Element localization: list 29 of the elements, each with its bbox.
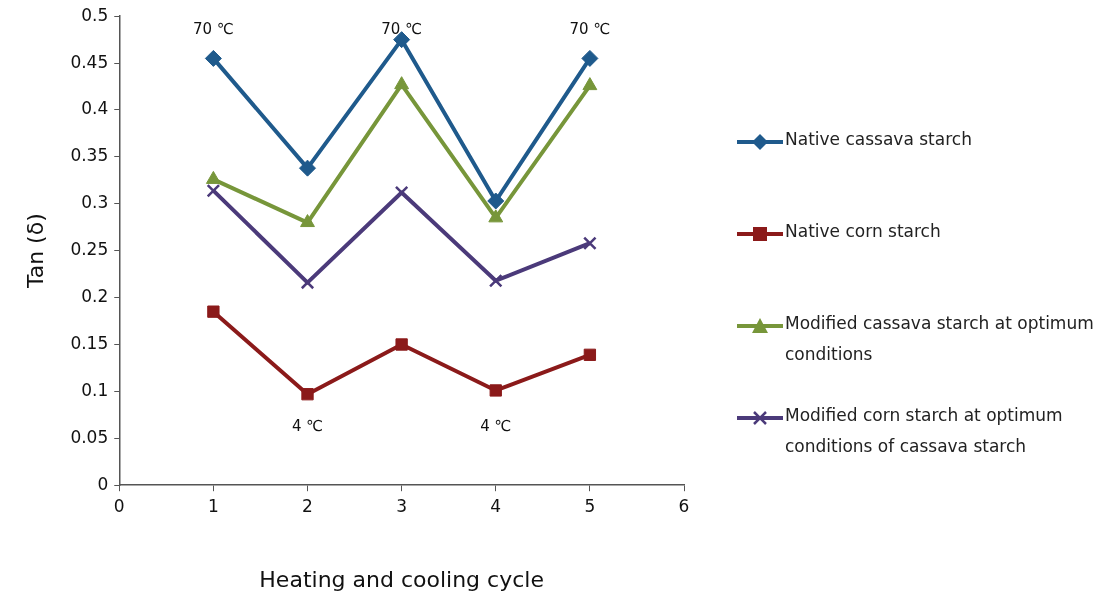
y-tick-label: 0.2 [81, 286, 109, 307]
y-tick-label: 0.05 [70, 426, 109, 447]
x-tick-label: 2 [302, 495, 313, 516]
y-tick-label: 0.5 [81, 4, 109, 25]
annotation: 4 ℃ [480, 417, 512, 436]
annotation: 70 ℃ [569, 20, 611, 39]
x-tick-label: 1 [207, 495, 219, 516]
x-tick-label: 6 [678, 495, 690, 516]
legend-label: Modified corn starch at optimum conditions of cassava starch [785, 404, 1064, 458]
x-axis-title: Heating and cooling cycle [259, 566, 544, 592]
y-tick-label: 0.4 [81, 98, 109, 119]
annotation: 70 ℃ [193, 20, 234, 39]
annotation: 4 ℃ [291, 417, 324, 436]
y-tick-label: 0.25 [70, 239, 109, 260]
y-tick-label: 0.3 [81, 192, 109, 213]
x-tick-label: 5 [584, 495, 596, 516]
x-tick-label: 3 [396, 495, 408, 516]
y-tick-label: 0.15 [70, 332, 109, 353]
y-axis-title: Tan (δ) [22, 213, 48, 290]
y-tick-label: 0 [97, 473, 109, 494]
y-tick-label: 0.1 [81, 379, 109, 400]
x-tick-label: 4 [490, 495, 502, 516]
y-tick-label: 0.35 [70, 145, 109, 166]
legend-label: Modified cassava starch at optimum conditions [785, 312, 1095, 366]
annotation: 70 ℃ [381, 20, 422, 39]
x-tick-label: 0 [113, 495, 125, 516]
y-tick-label: 0.45 [70, 51, 109, 72]
legend-label: Native cassava starch [785, 128, 972, 151]
legend-label: Native corn starch [785, 220, 941, 243]
